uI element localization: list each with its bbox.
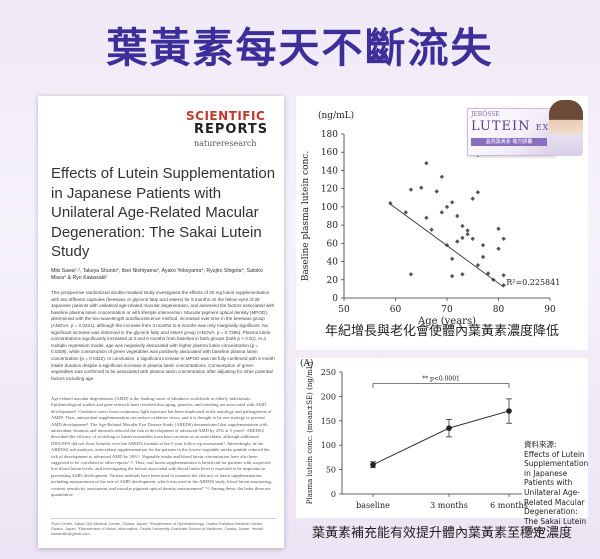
x-tick-label: 60 — [390, 305, 402, 315]
x-tick-label: baseline — [356, 501, 390, 510]
y-tick-label: 0 — [331, 490, 336, 499]
scatter-point — [501, 236, 506, 241]
scatter-point — [475, 190, 481, 195]
product-suffix: EX — [535, 123, 550, 132]
y-tick-label: 120 — [321, 185, 338, 195]
significance-label: ** p<0.0001 — [422, 376, 460, 383]
y-tick-label: 100 — [321, 203, 338, 213]
scatter-point — [475, 263, 481, 268]
data-point — [446, 425, 452, 431]
significance-bracket — [372, 383, 510, 388]
y-tick-label: 100 — [321, 441, 336, 450]
scatter-point — [434, 189, 439, 194]
scatter-point — [408, 187, 414, 192]
caption-top: 年紀增長與老化會使體內葉黃素濃度降低 — [324, 324, 559, 339]
scatter-point — [460, 223, 465, 229]
y-tick-label: 0 — [332, 294, 338, 304]
product-image: JERÖSSE LUTEIN EX 晶亮葉黃素 複方膠囊 — [465, 100, 585, 156]
y-tick-label: 160 — [321, 148, 338, 158]
scatter-point — [470, 236, 475, 241]
trendline — [390, 203, 504, 288]
source-note: 資料來源: Effects of Lutein Supplementation … — [524, 440, 594, 536]
paper-authors: Miki Sawa¹˒², Takuya Shunto³, Itsei Nish… — [51, 268, 263, 281]
scatter-point — [439, 210, 445, 215]
x-tick-label: 80 — [493, 305, 505, 315]
scatter-point — [449, 200, 455, 205]
y-tick-label: 60 — [327, 239, 339, 249]
x-tick-label: 90 — [544, 305, 556, 315]
product-box — [467, 108, 555, 156]
paper-title: Effects of Lutein Supplementation in Jap… — [51, 165, 276, 260]
scatter-point — [449, 256, 455, 262]
y-unit-label: (ng/mL) — [318, 110, 354, 121]
model-photo — [549, 100, 583, 156]
scatter-point — [449, 273, 455, 279]
headline: 葉黃素每天不斷流失 — [106, 24, 494, 72]
product-name: LUTEIN EX — [471, 119, 549, 134]
x-axis-label: Age (years) — [417, 316, 476, 327]
product-brand: JERÖSSE — [471, 111, 500, 118]
scatter-point — [419, 185, 424, 190]
scatter-point — [465, 232, 470, 237]
journal-name-line2: REPORTS — [194, 122, 269, 137]
y-tick-label: 140 — [321, 166, 338, 176]
x-tick-label: 70 — [441, 305, 453, 315]
paper-page: SCIENTIFIC REPORTS natureresearch Effect… — [38, 96, 284, 548]
data-point — [506, 408, 512, 414]
scatter-point — [388, 201, 393, 206]
r-squared-annotation: R²=0.225841 — [506, 278, 560, 287]
paper-footnote: ¹Eye Center, Sakai City Medical Center, … — [51, 518, 276, 537]
caption-bottom: 葉黃素補充能有效提升體內葉黃素至穩定濃度 — [311, 526, 572, 541]
x-tick-label: 50 — [338, 305, 350, 315]
scatter-point — [496, 226, 501, 231]
series-line — [372, 410, 510, 466]
paper-abstract: This prospective randomized double-maske… — [51, 290, 275, 381]
line-chart: (A) 0 50 100 150 200 250 Plasma lutein conc. (m… — [300, 358, 528, 510]
scatter-point — [444, 204, 450, 210]
x-tick-label: 6 months — [490, 501, 528, 510]
x-tick-label: 3 months — [430, 501, 468, 510]
scatter-point — [455, 213, 460, 219]
y-tick-label: 150 — [321, 417, 336, 426]
y-tick-label: 200 — [321, 392, 336, 401]
scatter-chart: (ng/mL) 0 20 40 60 80 100 120 140 160 180 50 60 70 80 9… — [301, 110, 560, 327]
line-panel: (A) 0 50 100 150 200 250 Plasma lutein conc. (m… — [296, 358, 588, 518]
y-tick-label: 40 — [327, 258, 339, 268]
data-point — [370, 461, 376, 468]
y-tick-label: 180 — [321, 130, 338, 140]
scatter-point — [460, 272, 465, 277]
paper-body: Age-related macular degeneration (AMD) i… — [51, 396, 272, 498]
y-tick-label: 20 — [327, 276, 339, 286]
product-strip: 晶亮葉黃素 複方膠囊 — [471, 138, 547, 146]
scatter-point — [480, 242, 486, 248]
source-text: Effects of Lutein Supplementation in Jap… — [524, 449, 589, 536]
journal-name-line1: SCIENTIFIC — [186, 109, 266, 123]
scatter-point — [424, 160, 429, 166]
scatter-point — [465, 228, 470, 233]
publisher-name: natureresearch — [194, 139, 257, 148]
y-axis-label: Baseline plasma lutein conc. — [301, 151, 311, 281]
scatter-point — [470, 196, 475, 201]
y-tick-label: 80 — [327, 221, 339, 231]
scatter-point — [455, 239, 460, 244]
y-axis-label: Plasma lutein conc. (mean±SE) (ng/mL) — [306, 362, 314, 505]
panel-label: (A) — [300, 358, 314, 369]
scatter-point — [501, 273, 506, 278]
scatter-point — [439, 174, 445, 180]
scatter-point — [424, 215, 429, 221]
product-name-text: LUTEIN — [471, 119, 531, 134]
y-tick-label: 50 — [326, 466, 336, 475]
source-label: 資料來源: — [524, 440, 557, 449]
scatter-point — [408, 272, 414, 277]
y-tick-label: 250 — [321, 368, 336, 377]
scatter-point — [480, 254, 486, 260]
scatter-point — [460, 235, 465, 241]
scatter-point — [429, 227, 434, 232]
scatter-point — [496, 246, 501, 251]
scatter-point — [403, 210, 408, 215]
